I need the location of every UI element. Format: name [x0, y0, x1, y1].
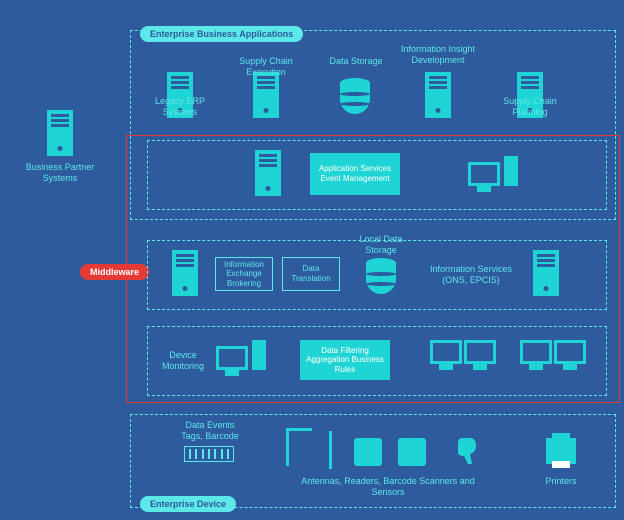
insight-label: Information Insight Development: [398, 44, 478, 66]
info-exchange-box: Information Exchange Brokering: [215, 257, 273, 291]
supply-exec-server-icon: [253, 72, 279, 118]
reader-sq1-icon: [354, 438, 382, 466]
reader-sq2-icon: [398, 438, 426, 466]
data-translation-box: Data Translation: [282, 257, 340, 291]
supply-plan-label: Supply Chain Planning: [496, 96, 564, 118]
local-storage-db-icon: [366, 258, 396, 294]
partner-server-icon: [47, 110, 73, 156]
printers-label: Printers: [536, 476, 586, 487]
mw-server2-icon: [172, 250, 198, 296]
scanner-icon: [456, 436, 482, 466]
app-services-box: Application Services Event Management: [310, 153, 400, 195]
data-filter-box: Data Filtering Aggregation Business Rule…: [300, 340, 390, 380]
mw-dual1-icon: [430, 340, 496, 364]
printer-icon: [546, 438, 576, 464]
middleware-label: Middleware: [80, 264, 149, 280]
info-services-label: Information Services (ONS, EPCIS): [426, 264, 516, 286]
local-storage-label: Local Data Storage: [348, 234, 414, 256]
barcode-icon: [184, 446, 234, 462]
readers-label: Antennas, Readers, Barcode Scanners and …: [288, 476, 488, 498]
partner-label: Business Partner Systems: [22, 162, 98, 184]
device-mon-label: Device Monitoring: [158, 350, 208, 372]
mw-dual2-icon: [520, 340, 586, 364]
device-mon-desktop-icon: [216, 340, 266, 370]
antenna-gate-icon: [286, 428, 312, 466]
supply-exec-label: Supply Chain Execution: [230, 56, 302, 78]
mw-server3-icon: [533, 250, 559, 296]
legacy-label: Legacy ERP Systems: [148, 96, 212, 118]
insight-server-icon: [425, 72, 451, 118]
enterprise-apps-title: Enterprise Business Applications: [140, 26, 303, 42]
enterprise-device-title: Enterprise Device: [140, 496, 236, 512]
mw-server1-icon: [255, 150, 281, 196]
mw-desktop1-icon: [468, 156, 518, 186]
data-storage-db-icon: [340, 78, 370, 114]
tags-label: Data Events Tags, Barcode: [175, 420, 245, 442]
data-storage-label: Data Storage: [320, 56, 392, 67]
